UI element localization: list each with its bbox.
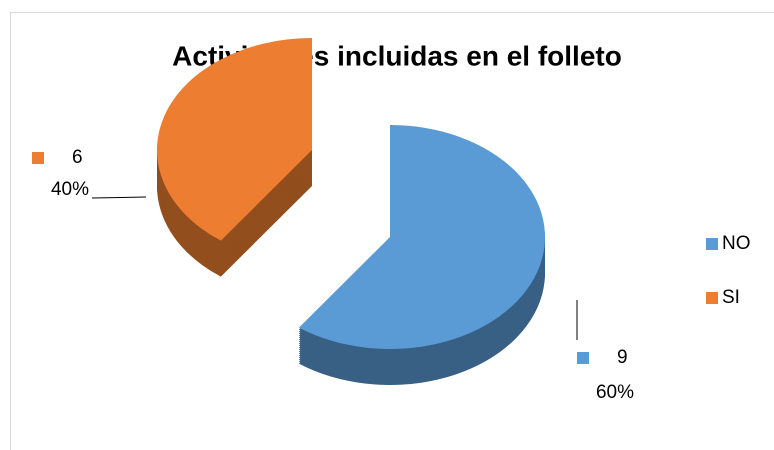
legend-label: NO [722,233,751,254]
legend-label: SI [722,287,740,308]
slice [298,125,545,349]
data-label: 6 [72,147,83,168]
slice [157,38,312,241]
data-label: 60% [596,382,634,403]
label-key [577,352,589,364]
data-label: 40% [51,179,89,200]
leader-line [91,196,147,199]
legend-key [706,292,718,304]
data-label: 9 [617,347,628,368]
label-key [32,152,44,164]
legend-key [706,238,718,250]
